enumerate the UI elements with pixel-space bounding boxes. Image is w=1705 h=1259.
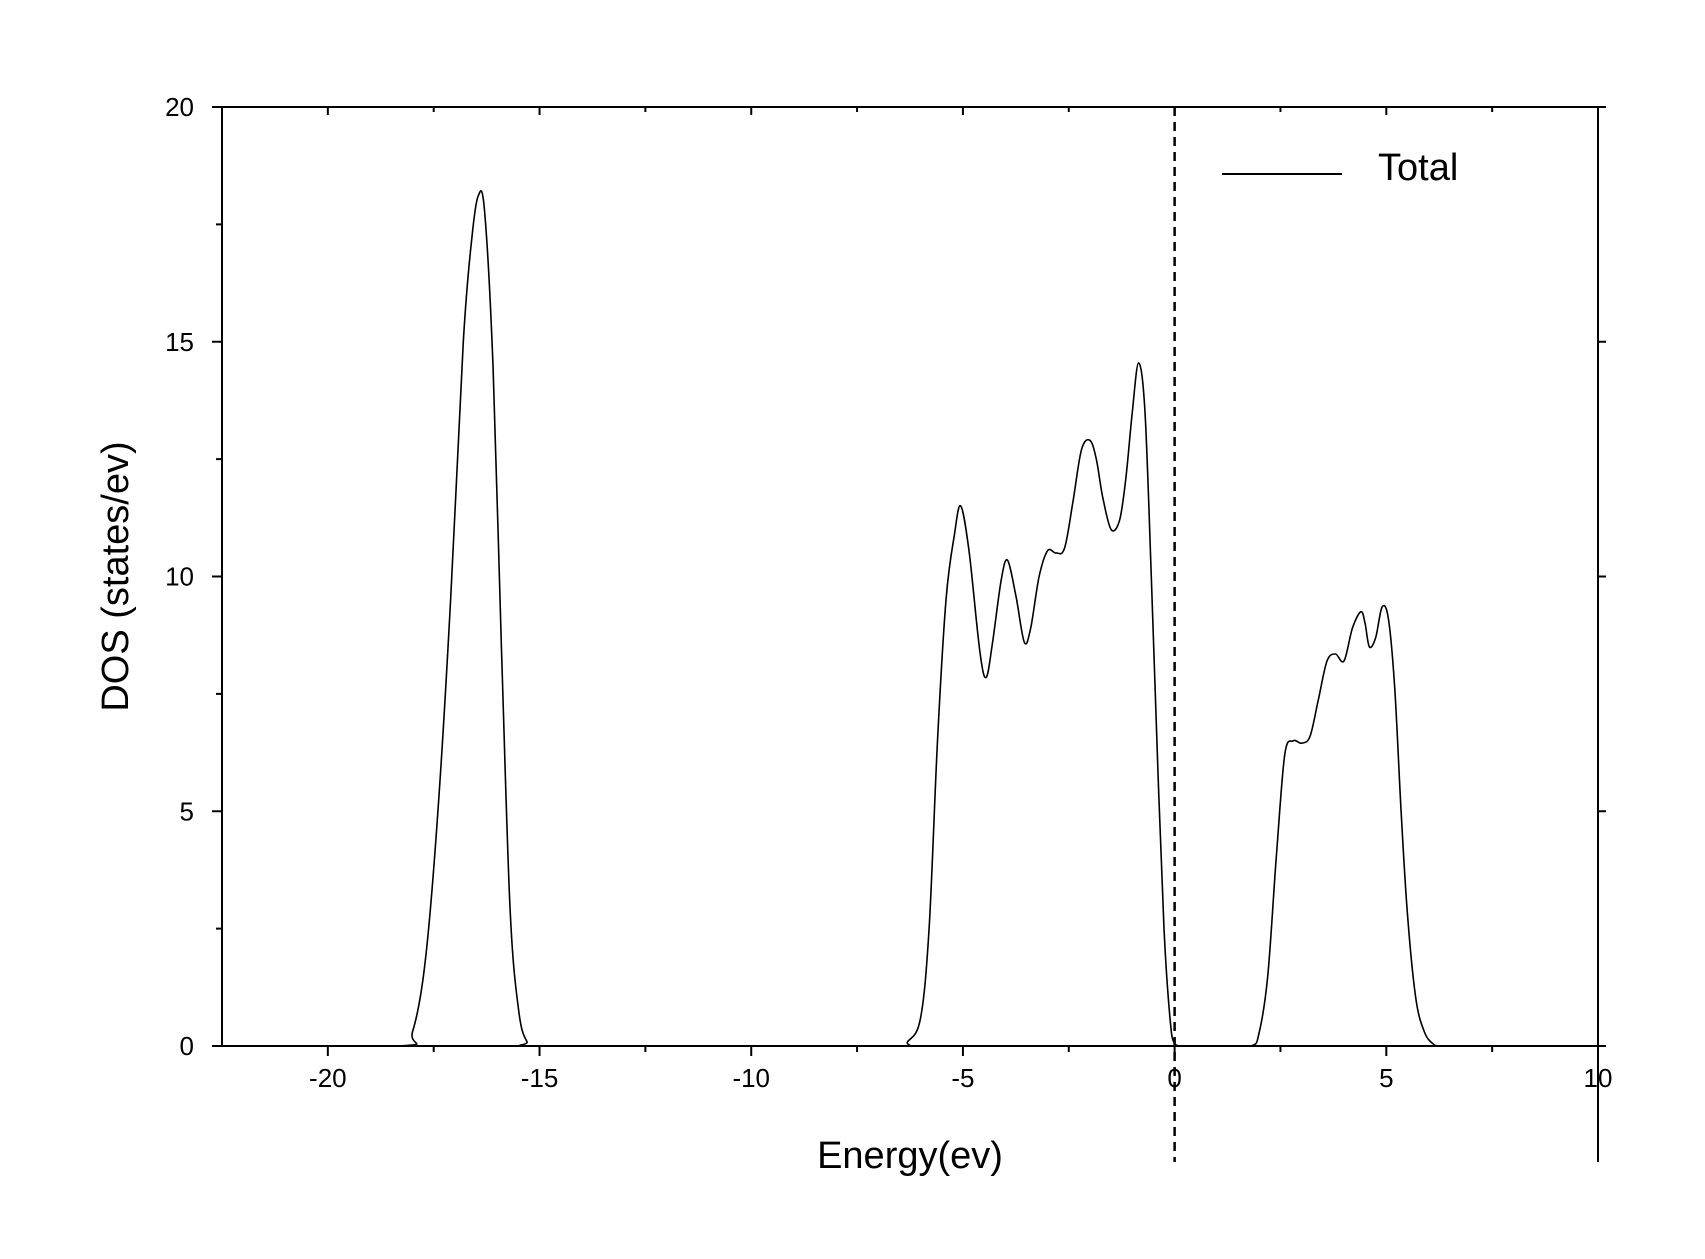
series-group: [221, 107, 1598, 1162]
y-axis-label: DOS (states/ev): [95, 441, 137, 711]
plot-axes: [221, 106, 1599, 1162]
legend-label-total: Total: [1378, 147, 1458, 189]
x-axis-ticks: -20 -15 -10 -5 0 5 10: [309, 107, 1612, 1093]
y-axis-ticks: 0 5 10 15 20: [165, 92, 1606, 1061]
series-line-total: [221, 190, 1598, 1047]
x-axis-label: Energy(ev): [817, 1135, 1003, 1177]
x-tick-label-1: -15: [521, 1063, 559, 1093]
x-tick-label-6: 10: [1584, 1063, 1613, 1093]
y-tick-label-3: 15: [165, 327, 194, 357]
x-tick-label-3: -5: [951, 1063, 974, 1093]
plot-frame: [221, 106, 1599, 1047]
y-tick-label-4: 20: [165, 92, 194, 122]
x-tick-label-2: -10: [732, 1063, 770, 1093]
y-tick-label-1: 5: [180, 796, 194, 826]
x-tick-label-4: 0: [1167, 1063, 1181, 1093]
x-tick-label-0: -20: [309, 1063, 347, 1093]
y-tick-label-0: 0: [180, 1031, 194, 1061]
y-tick-label-2: 10: [165, 562, 194, 592]
legend: Total: [1222, 147, 1458, 189]
x-tick-label-5: 5: [1379, 1063, 1393, 1093]
